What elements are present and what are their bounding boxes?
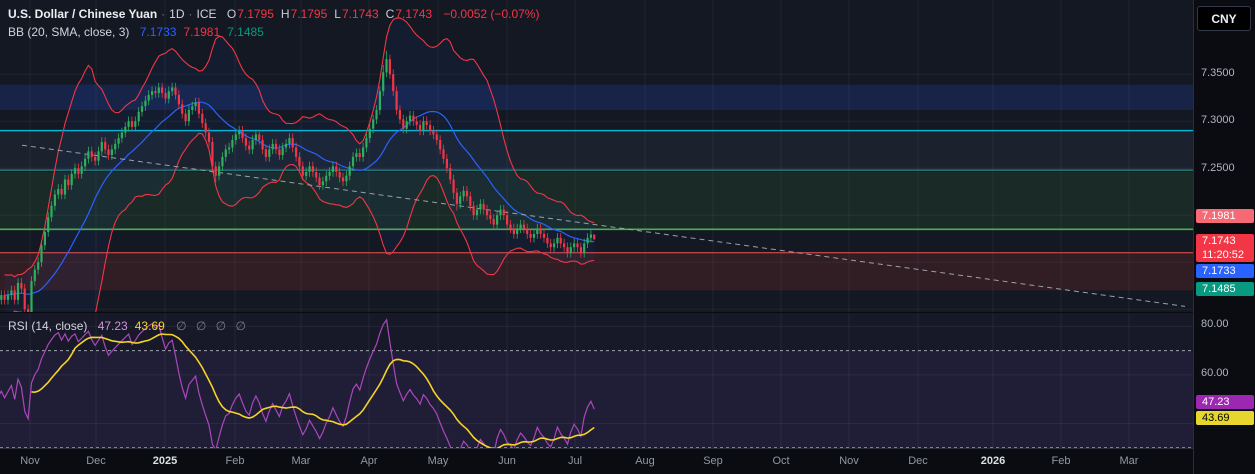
last-price-label: 7.1743 11:20:52: [1196, 234, 1254, 262]
time-axis-month-label: Oct: [772, 455, 790, 467]
time-axis-month-label: Jul: [567, 455, 583, 467]
ohlc-item: H7.1795: [280, 7, 328, 21]
separator: ·: [161, 7, 166, 21]
scale-tick-label: 7.3000: [1201, 114, 1235, 126]
bb-value: 7.1981: [183, 25, 221, 39]
symbol-title: U.S. Dollar / Chinese Yuan: [8, 7, 158, 21]
time-axis-month-label: Dec: [86, 455, 106, 467]
time-axis-month-label: Apr: [360, 455, 378, 467]
price-axis[interactable]: CNY 7.3500 7.3000 7.2500 7.1981 7.1743 11:20:…: [1193, 0, 1255, 474]
scale-tick-label: 7.2500: [1201, 162, 1235, 174]
interval-label[interactable]: 1D: [169, 7, 185, 21]
rsi-indicator-title: RSI (14, close): [8, 319, 88, 333]
time-axis-month-label: Nov: [839, 455, 859, 467]
scale-tick-label: 60.00: [1201, 367, 1229, 379]
time-axis-month-label: Sep: [703, 455, 723, 467]
time-axis-month-label: Mar: [291, 455, 311, 467]
time-axis-month-label: Jun: [498, 455, 516, 467]
time-axis[interactable]: Nov Dec 2025 Feb Mar Apr May Jun Jul Aug Sep Oct Nov…: [0, 448, 1193, 474]
bb-value: 7.1485: [227, 25, 264, 39]
main-chart-canvas[interactable]: [0, 0, 1193, 312]
scale-tick-label: 7.3500: [1201, 67, 1235, 79]
rsi-indicator-values: 47.23 43.69: [91, 319, 165, 333]
time-axis-month-label: Feb: [225, 455, 245, 467]
rsi-value: 43.69: [134, 319, 165, 333]
ohlc-values: O7.1795 H7.1795 L7.1743 C7.1743: [220, 7, 432, 21]
time-axis-month-label: May: [427, 455, 449, 467]
bb-indicator-legend[interactable]: BB (20, SMA, close, 3) 7.1733 7.1981 7.148…: [8, 25, 264, 39]
separator: ·: [188, 7, 193, 21]
time-axis-year-label: 2025: [152, 455, 178, 467]
rsi-chart-canvas[interactable]: [0, 313, 1193, 448]
time-axis-year-label: 2026: [980, 455, 1006, 467]
bb-indicator-title: BB (20, SMA, close, 3): [8, 25, 130, 39]
time-axis-month-label: Nov: [20, 455, 40, 467]
ohlc-item: C7.1743: [385, 7, 433, 21]
time-axis-month-label: Aug: [635, 455, 655, 467]
ohlc-item: O7.1795: [226, 7, 274, 21]
scale-tick-label: 80.00: [1201, 318, 1229, 330]
change-value: −0.0052 (−0.07%): [443, 7, 540, 21]
exchange-label: ICE: [196, 7, 217, 21]
main-price-pane[interactable]: U.S. Dollar / Chinese Yuan · 1D · ICE O7.179…: [0, 0, 1193, 312]
time-axis-month-label: Feb: [1051, 455, 1071, 467]
scale-price-label: 7.1485: [1196, 282, 1254, 296]
rsi-hidden-values: ∅ ∅ ∅ ∅: [176, 319, 249, 333]
currency-toggle-button[interactable]: CNY: [1197, 6, 1251, 31]
scale-price-label: 7.1733: [1196, 264, 1254, 278]
scale-price-label: 7.1981: [1196, 209, 1254, 223]
scale-price-label: 43.69: [1196, 411, 1254, 425]
ohlc-item: L7.1743: [334, 7, 379, 21]
time-axis-month-label: Dec: [908, 455, 928, 467]
symbol-legend[interactable]: U.S. Dollar / Chinese Yuan · 1D · ICE O7.179…: [8, 7, 539, 21]
scale-price-label: 47.23: [1196, 395, 1254, 409]
rsi-pane[interactable]: RSI (14, close) 47.23 43.69 ∅ ∅ ∅ ∅: [0, 312, 1193, 448]
bb-indicator-values: 7.1733 7.1981 7.1485: [133, 25, 264, 39]
time-axis-month-label: Mar: [1119, 455, 1139, 467]
bb-value: 7.1733: [139, 25, 177, 39]
rsi-indicator-legend[interactable]: RSI (14, close) 47.23 43.69 ∅ ∅ ∅ ∅: [8, 319, 249, 333]
rsi-value: 47.23: [97, 319, 128, 333]
